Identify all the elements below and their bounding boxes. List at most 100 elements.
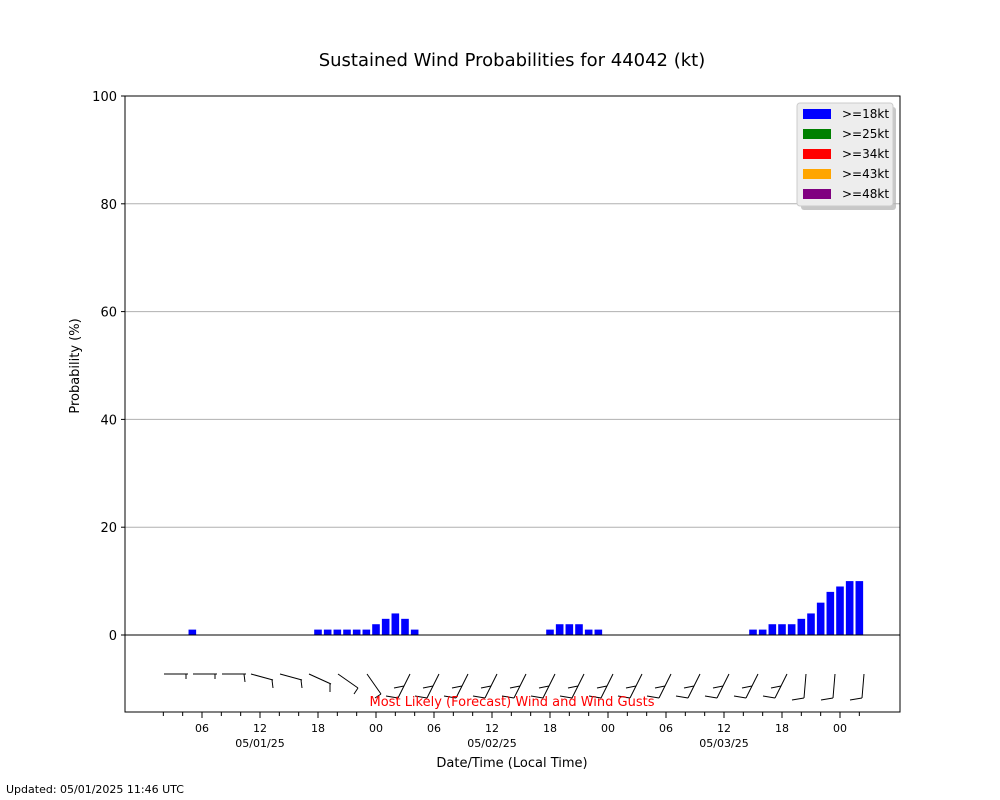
bar — [855, 581, 864, 635]
legend: >=18kt >=25kt >=34kt >=43kt >=48kt — [796, 102, 896, 210]
wind-barb-icon — [501, 673, 527, 699]
x-axis-label: Date/Time (Local Time) — [436, 756, 587, 771]
wind-barb-icon — [308, 673, 332, 692]
legend-label: >=18kt — [842, 107, 889, 121]
bar — [372, 624, 380, 635]
bar — [749, 629, 757, 635]
legend-swatch — [803, 109, 831, 119]
wind-barb-icon — [588, 673, 614, 699]
plot-area — [124, 95, 901, 636]
x-tick-label: 18 — [543, 722, 557, 735]
legend-swatch — [803, 129, 831, 139]
bar — [584, 629, 593, 635]
wind-barb-icon — [250, 673, 274, 689]
wind-barbs — [164, 673, 865, 701]
legend-swatch — [803, 189, 831, 199]
bar — [787, 624, 796, 635]
x-tick-label: 00 — [369, 722, 383, 735]
bar — [546, 629, 554, 635]
bar — [401, 618, 409, 635]
wind-barb-icon — [559, 673, 585, 699]
wind-barb-icon — [193, 673, 217, 679]
bar — [565, 624, 574, 635]
bar — [797, 618, 806, 635]
bar — [381, 618, 390, 635]
y-tick-label: 60 — [100, 306, 117, 321]
bar — [758, 629, 767, 635]
wind-barb-icon — [472, 673, 498, 699]
y-tick-label: 0 — [109, 629, 117, 644]
wind-barb-icon — [704, 673, 730, 699]
wind-barb-icon — [646, 673, 672, 699]
bar — [807, 613, 815, 635]
bar-series-18kt — [188, 581, 864, 635]
wind-barb-icon — [617, 673, 643, 699]
wind-barb-icon — [675, 673, 701, 699]
y-tick-label: 20 — [100, 521, 117, 536]
bar — [575, 624, 583, 635]
wind-barb-icon — [443, 673, 469, 699]
wind-barb-icon — [337, 673, 359, 695]
bar — [391, 613, 400, 635]
bar — [333, 629, 342, 635]
y-tick-label: 40 — [100, 413, 117, 428]
bar — [362, 629, 371, 635]
bar — [555, 624, 564, 635]
x-date-label: 05/02/25 — [467, 737, 516, 750]
x-tick-label: 18 — [311, 722, 325, 735]
x-tick-label: 06 — [659, 722, 673, 735]
updated-timestamp: Updated: 05/01/2025 11:46 UTC — [6, 783, 184, 796]
x-tick-label: 06 — [195, 722, 209, 735]
bar — [343, 629, 351, 635]
bar — [410, 629, 419, 635]
bar — [314, 629, 322, 635]
x-axis: 06 12 18 00 06 12 18 00 06 12 18 00 05/01/25 05/02/25… — [162, 712, 860, 750]
y-axis-label: Probability (%) — [68, 318, 83, 413]
x-date-label: 05/03/25 — [699, 737, 748, 750]
x-tick-label: 00 — [833, 722, 847, 735]
bar — [594, 629, 603, 635]
wind-barb-icon — [385, 673, 411, 699]
wind-barb-icon — [820, 673, 836, 701]
bar — [188, 629, 197, 635]
bar — [816, 602, 825, 635]
legend-swatch — [803, 169, 831, 179]
legend-label: >=48kt — [842, 187, 889, 201]
legend-swatch — [803, 149, 831, 159]
x-date-label: 05/01/25 — [235, 737, 284, 750]
wind-panel-label: Most Likely (Forecast) Wind and Wind Gus… — [370, 695, 655, 710]
bar — [826, 591, 835, 635]
x-tick-label: 12 — [253, 722, 267, 735]
wind-barb-icon — [849, 673, 865, 701]
y-tick-label: 80 — [100, 198, 117, 213]
x-tick-label: 12 — [485, 722, 499, 735]
bar — [768, 624, 777, 635]
x-tick-label: 06 — [427, 722, 441, 735]
wind-barb-icon — [414, 673, 440, 699]
bar — [323, 629, 332, 635]
y-gridlines — [125, 203, 900, 528]
wind-barb-icon — [164, 673, 188, 679]
chart-title: Sustained Wind Probabilities for 44042 (… — [319, 50, 706, 71]
wind-barb-icon — [279, 673, 303, 689]
wind-barb-icon — [733, 673, 759, 699]
y-axis: 0 20 40 60 80 100 — [92, 90, 125, 644]
legend-box — [796, 102, 894, 207]
wind-panel — [124, 634, 901, 713]
bar — [845, 581, 854, 635]
legend-label: >=34kt — [842, 147, 889, 161]
wind-barb-icon — [530, 673, 556, 699]
bar — [836, 586, 844, 635]
x-tick-label: 00 — [601, 722, 615, 735]
bar — [352, 629, 361, 635]
x-tick-label: 18 — [775, 722, 789, 735]
legend-label: >=43kt — [842, 167, 889, 181]
wind-barb-icon — [366, 673, 382, 699]
wind-barb-icon — [791, 673, 807, 701]
y-tick-label: 100 — [92, 90, 117, 105]
wind-barb-icon — [222, 673, 246, 683]
bar — [778, 624, 786, 635]
legend-label: >=25kt — [842, 127, 889, 141]
wind-barb-icon — [762, 673, 788, 699]
